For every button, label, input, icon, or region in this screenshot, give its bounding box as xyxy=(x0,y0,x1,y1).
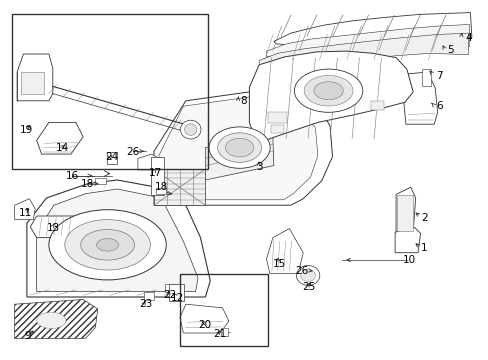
Text: 20: 20 xyxy=(198,320,210,330)
Bar xyxy=(20,72,44,94)
Polygon shape xyxy=(15,199,35,220)
Text: 26: 26 xyxy=(126,147,140,157)
Polygon shape xyxy=(266,229,303,274)
Bar xyxy=(144,292,154,300)
Text: 7: 7 xyxy=(435,71,442,81)
Bar xyxy=(421,69,430,86)
Text: 17: 17 xyxy=(148,168,162,178)
Text: 16: 16 xyxy=(65,171,79,181)
Ellipse shape xyxy=(300,269,315,282)
Text: 19: 19 xyxy=(20,125,34,135)
Polygon shape xyxy=(403,72,437,124)
Text: 26: 26 xyxy=(295,266,308,276)
Ellipse shape xyxy=(64,220,150,270)
Ellipse shape xyxy=(180,120,201,139)
Polygon shape xyxy=(159,93,317,200)
Text: 13: 13 xyxy=(47,222,61,233)
Bar xyxy=(155,188,166,194)
Text: 8: 8 xyxy=(240,96,246,106)
Text: 1: 1 xyxy=(420,243,427,253)
Text: 18: 18 xyxy=(80,179,94,189)
Text: 21: 21 xyxy=(213,329,226,339)
Bar xyxy=(267,112,286,123)
Polygon shape xyxy=(249,51,412,143)
Polygon shape xyxy=(394,228,420,253)
Polygon shape xyxy=(17,54,53,101)
Ellipse shape xyxy=(81,230,134,260)
Text: 18: 18 xyxy=(154,182,168,192)
Text: 25: 25 xyxy=(302,282,315,292)
Ellipse shape xyxy=(304,76,352,106)
Polygon shape xyxy=(37,189,198,292)
Bar xyxy=(165,284,175,292)
Bar xyxy=(370,101,384,110)
Text: 23: 23 xyxy=(139,299,152,309)
Text: 10: 10 xyxy=(403,255,415,265)
Ellipse shape xyxy=(49,210,166,280)
Polygon shape xyxy=(205,137,273,180)
Text: 4: 4 xyxy=(464,33,471,43)
Text: 9: 9 xyxy=(24,330,31,341)
Polygon shape xyxy=(154,169,205,205)
Ellipse shape xyxy=(217,133,261,162)
Ellipse shape xyxy=(184,124,196,135)
Text: 14: 14 xyxy=(56,143,69,153)
Text: 6: 6 xyxy=(435,101,442,111)
Text: 24: 24 xyxy=(104,152,118,162)
Bar xyxy=(95,178,106,184)
Polygon shape xyxy=(30,216,81,238)
Ellipse shape xyxy=(96,238,118,251)
Polygon shape xyxy=(266,24,468,58)
Ellipse shape xyxy=(208,127,269,168)
Bar xyxy=(168,284,184,301)
Text: 2: 2 xyxy=(420,213,427,223)
Polygon shape xyxy=(259,33,468,66)
Text: 15: 15 xyxy=(272,258,286,269)
Ellipse shape xyxy=(294,69,362,112)
Text: 22: 22 xyxy=(163,290,177,300)
Bar xyxy=(271,125,283,133)
Polygon shape xyxy=(180,304,228,333)
Ellipse shape xyxy=(37,312,66,328)
Bar xyxy=(221,328,227,336)
Polygon shape xyxy=(154,86,332,205)
Bar xyxy=(180,274,267,346)
Polygon shape xyxy=(273,13,471,45)
Polygon shape xyxy=(138,154,159,170)
Polygon shape xyxy=(395,187,415,232)
Ellipse shape xyxy=(313,82,343,100)
Bar xyxy=(106,152,117,164)
Text: 5: 5 xyxy=(447,45,453,55)
Ellipse shape xyxy=(225,138,253,157)
Polygon shape xyxy=(27,180,210,297)
Text: 12: 12 xyxy=(170,293,183,303)
Text: 11: 11 xyxy=(19,208,32,218)
Bar xyxy=(396,195,412,231)
Bar xyxy=(150,157,164,195)
Polygon shape xyxy=(37,122,83,154)
Bar xyxy=(12,14,207,169)
Polygon shape xyxy=(15,300,98,338)
Text: 3: 3 xyxy=(255,162,262,172)
Ellipse shape xyxy=(296,266,319,285)
